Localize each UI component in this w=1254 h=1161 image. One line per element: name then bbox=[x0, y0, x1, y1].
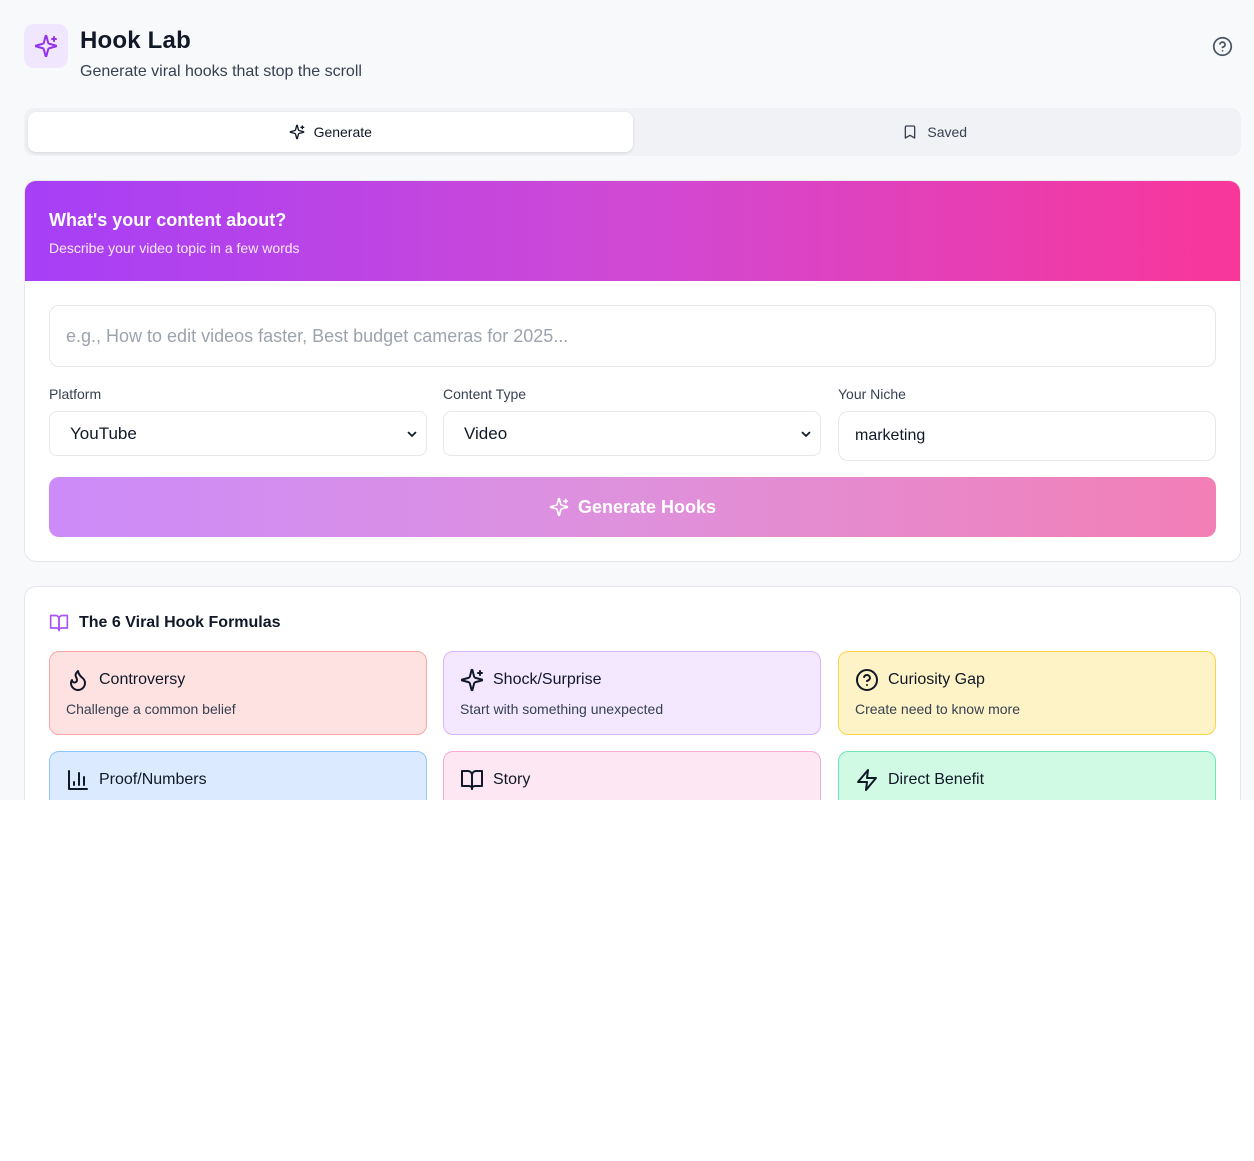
generator-card: What's your content about? Describe your… bbox=[24, 180, 1241, 562]
bookmark-icon bbox=[905, 125, 916, 139]
niche-label: Your Niche bbox=[838, 386, 906, 402]
niche-input-value: marketing bbox=[855, 427, 926, 444]
page-title: Hook Lab bbox=[80, 27, 191, 54]
generate-hooks-button[interactable]: Generate Hooks bbox=[49, 477, 1216, 537]
tab-generate[interactable]: Generate bbox=[28, 112, 633, 152]
topic-input[interactable] bbox=[49, 305, 1216, 367]
formula-description: Create need to know more bbox=[855, 701, 1020, 717]
book-open-icon bbox=[49, 614, 69, 632]
formula-name: Story bbox=[493, 771, 531, 788]
tab-saved[interactable]: Saved bbox=[633, 112, 1238, 152]
formula-name: Controversy bbox=[99, 671, 186, 688]
help-circle-icon bbox=[856, 669, 878, 691]
bar-chart-icon bbox=[68, 770, 88, 790]
zap-icon bbox=[857, 769, 877, 791]
chevron-down-icon bbox=[407, 431, 417, 437]
sparkles-icon bbox=[549, 497, 569, 517]
formula-name: Shock/Surprise bbox=[493, 671, 602, 688]
formula-card-proof-numbers[interactable]: Proof/Numbers bbox=[49, 751, 427, 800]
chevron-down-icon bbox=[801, 431, 811, 437]
formula-description: Start with something unexpected bbox=[460, 701, 664, 717]
generator-title: What's your content about? bbox=[49, 210, 287, 230]
formula-name: Proof/Numbers bbox=[99, 771, 207, 788]
tab-bar: Generate Saved bbox=[24, 108, 1241, 156]
formulas-title: The 6 Viral Hook Formulas bbox=[79, 614, 281, 631]
formula-description: Challenge a common belief bbox=[66, 701, 236, 717]
content-type-select-value: Video bbox=[464, 423, 508, 443]
book-open-icon bbox=[461, 770, 483, 790]
app-viewport: Hook Lab Generate viral hooks that stop … bbox=[24, 24, 1241, 800]
page-subtitle: Generate viral hooks that stop the scrol… bbox=[80, 63, 362, 80]
tab-label: Generate bbox=[313, 124, 372, 140]
platform-select[interactable]: YouTube bbox=[49, 411, 427, 456]
formula-card-curiosity-gap[interactable]: Curiosity Gap Create need to know more bbox=[838, 651, 1216, 735]
formula-name: Curiosity Gap bbox=[888, 671, 985, 688]
sparkles-icon bbox=[24, 24, 68, 68]
platform-label: Platform bbox=[49, 386, 102, 402]
generate-hooks-label: Generate Hooks bbox=[577, 496, 717, 517]
sparkles-icon bbox=[460, 668, 484, 692]
formulas-header: The 6 Viral Hook Formulas bbox=[49, 613, 281, 633]
header: Hook Lab Generate viral hooks that stop … bbox=[24, 24, 1234, 84]
blank-area bbox=[0, 800, 1254, 1161]
content-type-select[interactable]: Video bbox=[443, 411, 821, 456]
generator-card-header: What's your content about? Describe your… bbox=[25, 181, 1240, 281]
formula-card-story[interactable]: Story bbox=[443, 751, 821, 800]
formula-card-shock-surprise[interactable]: Shock/Surprise Start with something unex… bbox=[443, 651, 821, 735]
formula-card-direct-benefit[interactable]: Direct Benefit bbox=[838, 751, 1216, 800]
content-type-label: Content Type bbox=[443, 386, 527, 402]
generator-subtitle: Describe your video topic in a few words bbox=[49, 240, 300, 256]
flame-icon bbox=[70, 670, 86, 691]
formula-card-controversy[interactable]: Controversy Challenge a common belief bbox=[49, 651, 427, 735]
sparkles-icon bbox=[289, 124, 304, 140]
niche-input[interactable]: marketing bbox=[838, 411, 1216, 461]
tab-label: Saved bbox=[927, 124, 968, 140]
help-circle-icon[interactable] bbox=[1210, 34, 1234, 58]
formulas-card: The 6 Viral Hook Formulas Controversy Ch… bbox=[24, 586, 1241, 800]
platform-select-value: YouTube bbox=[70, 423, 137, 443]
formula-name: Direct Benefit bbox=[888, 771, 985, 788]
